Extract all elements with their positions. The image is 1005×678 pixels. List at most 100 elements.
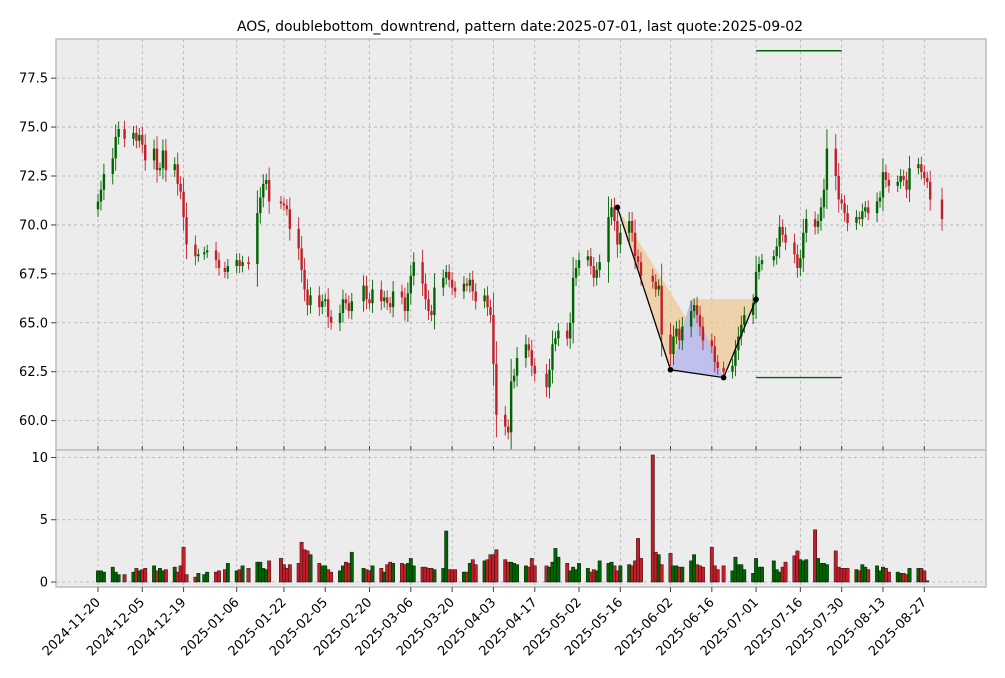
volume-bar bbox=[267, 560, 272, 583]
volume-bar bbox=[370, 565, 375, 583]
candle-body bbox=[740, 324, 743, 337]
candle-body bbox=[262, 183, 265, 198]
volume-bar bbox=[833, 550, 838, 583]
candle-body bbox=[386, 297, 389, 304]
candle-body bbox=[161, 150, 165, 169]
candle-body bbox=[267, 179, 271, 202]
candle-body bbox=[152, 148, 156, 161]
candle-body bbox=[288, 209, 292, 229]
candle-body bbox=[592, 266, 595, 278]
candle-body bbox=[607, 217, 610, 263]
candle-body bbox=[445, 271, 448, 278]
volume-y-tick-label: 5 bbox=[40, 513, 48, 528]
volume-bar bbox=[577, 563, 581, 583]
candle-body bbox=[442, 277, 445, 288]
candle-body bbox=[822, 189, 826, 208]
candle-body bbox=[117, 129, 120, 137]
candle-body bbox=[698, 314, 702, 327]
volume-bar bbox=[532, 565, 537, 583]
volume-bar bbox=[102, 571, 106, 583]
candle-body bbox=[421, 262, 424, 284]
candle-body bbox=[902, 176, 905, 180]
candle-body bbox=[837, 176, 840, 200]
price-y-tick-label: 60.0 bbox=[19, 414, 48, 429]
candle-body bbox=[654, 281, 657, 290]
volume-bar bbox=[444, 530, 449, 583]
candle-body bbox=[176, 164, 179, 184]
volume-bar bbox=[709, 546, 714, 583]
candle-body bbox=[855, 217, 858, 223]
candle-body bbox=[297, 228, 300, 249]
candle-body bbox=[636, 256, 640, 263]
volume-bar bbox=[650, 454, 655, 583]
candle-body bbox=[158, 168, 162, 171]
candle-body bbox=[483, 295, 486, 302]
candle-body bbox=[344, 299, 348, 304]
candle-body bbox=[923, 172, 926, 178]
candle-body bbox=[409, 275, 413, 294]
candle-body bbox=[185, 217, 188, 245]
candle-body bbox=[816, 221, 820, 227]
candle-body bbox=[447, 271, 451, 280]
candle-body bbox=[238, 260, 241, 267]
candle-body bbox=[701, 326, 705, 341]
chart-title: AOS, doublebottom_downtrend, pattern dat… bbox=[237, 19, 803, 35]
volume-bar bbox=[240, 565, 245, 583]
candle-body bbox=[778, 226, 781, 247]
candle-body bbox=[388, 303, 392, 308]
candle-body bbox=[223, 267, 227, 272]
volume-bar bbox=[886, 571, 891, 583]
candle-body bbox=[710, 340, 714, 347]
candle-body bbox=[864, 207, 867, 212]
candle-body bbox=[598, 262, 601, 270]
candle-body bbox=[731, 365, 734, 372]
candle-body bbox=[102, 174, 106, 190]
candle-body bbox=[259, 197, 262, 214]
price-y-tick-label: 67.5 bbox=[19, 267, 48, 282]
volume-bar bbox=[246, 568, 251, 583]
price-y-tick-label: 77.5 bbox=[19, 72, 48, 87]
candle-body bbox=[303, 269, 306, 290]
volume-bar bbox=[742, 569, 747, 583]
volume-bar bbox=[618, 565, 623, 583]
candle-body bbox=[265, 179, 268, 184]
volume-bar bbox=[205, 571, 210, 583]
candle-body bbox=[793, 242, 796, 255]
candle-body bbox=[772, 256, 775, 261]
candle-body bbox=[881, 172, 885, 198]
volume-bar bbox=[721, 565, 726, 583]
candle-body bbox=[450, 279, 454, 288]
volume-bar bbox=[922, 570, 927, 583]
volume-bar bbox=[639, 558, 643, 583]
price-y-tick-label: 62.5 bbox=[19, 365, 48, 380]
price-y-tick-label: 70.0 bbox=[19, 218, 48, 233]
candle-body bbox=[509, 381, 513, 433]
candle-body bbox=[754, 271, 758, 304]
candle-body bbox=[474, 291, 477, 302]
candle-body bbox=[589, 256, 593, 267]
candle-body bbox=[338, 313, 342, 323]
candle-body bbox=[775, 246, 778, 257]
candle-body bbox=[406, 293, 410, 312]
price-plot-area bbox=[55, 38, 987, 451]
pattern-point bbox=[614, 204, 621, 211]
candle-body bbox=[205, 250, 209, 253]
candle-body bbox=[568, 322, 572, 339]
candle-body bbox=[527, 344, 531, 351]
candle-body bbox=[757, 264, 761, 272]
pattern-fill-orange bbox=[617, 207, 757, 378]
candle-body bbox=[99, 189, 103, 202]
candle-body bbox=[545, 373, 548, 388]
price-panel: 60.0 62.5 65.0 67.5 70.0 72.5 75.0 77.5 bbox=[19, 38, 987, 456]
candle-body bbox=[566, 330, 569, 339]
volume-bar bbox=[783, 561, 788, 583]
candle-body bbox=[586, 256, 590, 261]
volume-y-tick-label: 10 bbox=[31, 451, 48, 466]
candle-body bbox=[391, 291, 395, 308]
volume-bar bbox=[432, 569, 437, 583]
candle-body bbox=[164, 150, 168, 171]
candle-body bbox=[453, 287, 457, 292]
candle-body bbox=[533, 365, 536, 374]
volume-bar bbox=[391, 563, 396, 583]
candle-body bbox=[214, 250, 218, 261]
